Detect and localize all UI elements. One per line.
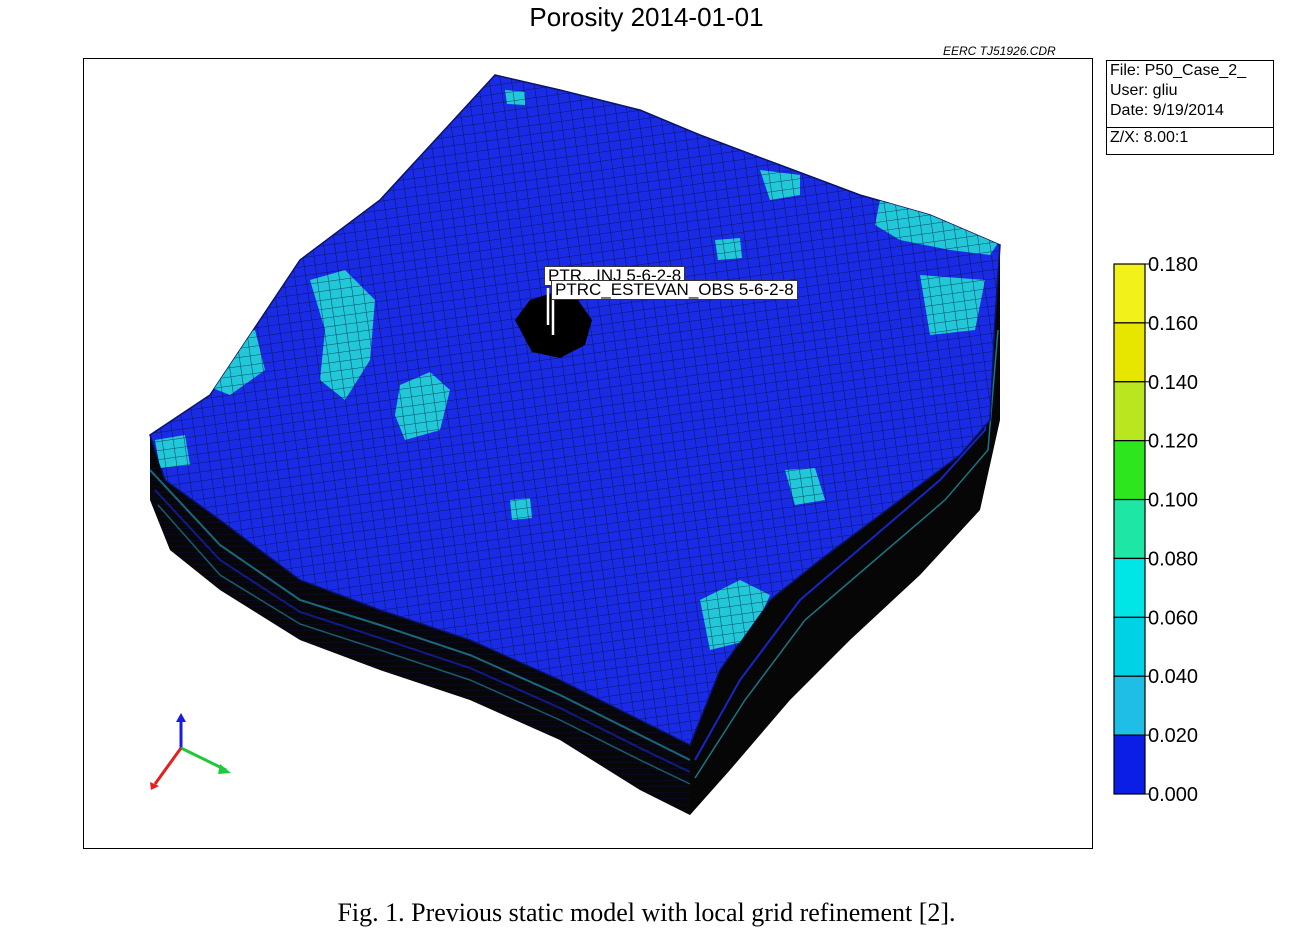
colorbar-tick-label: 0.060: [1148, 607, 1198, 629]
z-axis-arrow-icon: [176, 713, 186, 722]
figure-credit: EERC TJ51926.CDR: [943, 44, 1056, 58]
colorbar-tick-label: 0.180: [1148, 254, 1198, 276]
plot-frame: [83, 58, 1093, 849]
colorbar-segment: [1113, 498, 1146, 560]
colorbar-segment: [1113, 616, 1146, 677]
figure-title: Porosity 2014-01-01: [529, 2, 764, 32]
colorbar-segment: [1113, 557, 1146, 618]
colorbar-tick-label: 0.000: [1148, 784, 1198, 806]
colorbar-tick-label: 0.140: [1148, 372, 1198, 394]
model-side-right: [690, 245, 1000, 815]
axis-triad: [150, 713, 231, 790]
info-zx: Z/X: 8.00:1: [1107, 127, 1273, 148]
colorbar: 0.180 0.160 0.140 0.120 0.100 0.080 0.060 0.040…: [1113, 254, 1198, 806]
info-date: Date: 9/19/2014: [1110, 102, 1224, 119]
figure-caption: Fig. 1. Previous static model with local…: [337, 898, 956, 927]
colorbar-tick-label: 0.100: [1148, 490, 1198, 512]
x-axis-line: [180, 746, 227, 772]
colorbar-segment: [1113, 263, 1146, 324]
colorbar-segment: [1113, 381, 1146, 442]
info-box: File: P50_Case_2_ User: gliu Date: 9/19/…: [1106, 60, 1274, 155]
y-axis-arrow-icon: [150, 782, 159, 790]
colorbar-tick-label: 0.080: [1148, 548, 1198, 570]
x-axis-arrow-icon: [218, 764, 231, 774]
colorbar-tick-label: 0.120: [1148, 431, 1198, 453]
info-file: File: P50_Case_2_: [1110, 62, 1247, 79]
colorbar-segment: [1113, 675, 1146, 736]
colorbar-segment: [1113, 440, 1146, 501]
well-label-observation: PTRC_ESTEVAN_OBS 5-6-2-8: [551, 280, 798, 300]
model-top-surface: [149, 74, 1001, 747]
colorbar-tick-label: 0.040: [1148, 666, 1198, 688]
colorbar-tick-label: 0.020: [1148, 725, 1198, 747]
colorbar-segment: [1113, 322, 1146, 383]
model-side-left: [149, 435, 691, 815]
info-user: User: gliu: [1110, 82, 1178, 99]
y-axis-line: [153, 747, 183, 785]
colorbar-tick-label: 0.160: [1148, 313, 1198, 335]
colorbar-segment: [1113, 734, 1146, 795]
